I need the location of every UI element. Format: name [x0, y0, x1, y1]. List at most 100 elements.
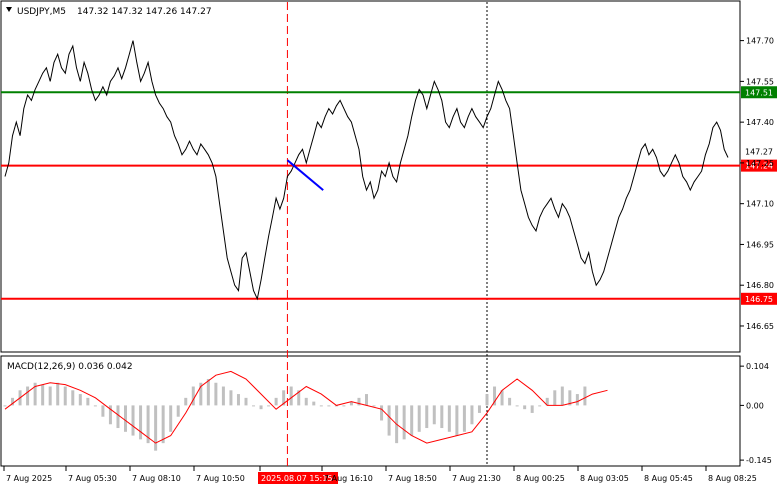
time-axis-tick-label: 7 Aug 21:30 [452, 474, 501, 483]
level-tag-text-147.24: 147.24 [745, 162, 773, 171]
price-panel-frame [0, 0, 741, 353]
macd-histogram-bar [78, 394, 82, 406]
macd-histogram-bar [380, 405, 384, 421]
macd-histogram-bar [365, 394, 368, 406]
macd-histogram-bar [93, 405, 97, 407]
macd-histogram-bar [455, 405, 459, 436]
macd-histogram-bar [108, 405, 112, 425]
macd-histogram-bar [221, 386, 225, 406]
macd-histogram-bar [71, 390, 75, 406]
time-axis-tick-label: 7 Aug 05:30 [68, 474, 117, 483]
macd-histogram-bar [432, 405, 436, 425]
macd-histogram-bar [214, 382, 218, 406]
macd-histogram-bar [515, 405, 519, 407]
macd-histogram-bar [553, 390, 557, 406]
macd-histogram-bar [508, 397, 512, 406]
macd-histogram-bar [327, 405, 331, 407]
macd-histogram-bar [139, 405, 143, 440]
macd-histogram-bar [319, 405, 323, 407]
time-axis-tick-label: 7 Aug 2025 [6, 474, 52, 483]
macd-histogram-bar [440, 405, 444, 429]
macd-histogram-bar [259, 405, 263, 410]
macd-histogram-bar [244, 397, 248, 406]
time-axis-tick-label: 7 Aug 16:10 [324, 474, 373, 483]
macd-histogram-bar [33, 382, 37, 406]
price-series-line [4, 40, 729, 301]
price-axis-tick-label: 147.10 [746, 200, 774, 209]
macd-histogram-bar [417, 405, 421, 432]
header: USDJPY,M5 147.32 147.32 147.26 147.27 [6, 7, 212, 17]
macd-histogram-bar [402, 405, 406, 440]
trend-line[interactable] [286, 159, 324, 191]
macd-histogram-bar [485, 394, 489, 406]
time-axis-tick-label: 8 Aug 08:25 [708, 474, 757, 483]
macd-histogram-bar [191, 386, 195, 406]
macd-histogram-bar [447, 405, 451, 432]
macd-histogram-bar [236, 394, 240, 406]
macd-histogram-bar [11, 397, 15, 406]
macd-histogram-bar [267, 405, 271, 407]
time-axis-tick-label: 8 Aug 00:25 [516, 474, 565, 483]
macd-histogram-bar [545, 397, 549, 406]
level-tag-147.24 [741, 159, 777, 172]
macd-histogram-bar [349, 401, 353, 406]
macd-histogram-bar [372, 405, 376, 407]
macd-panel-frame [0, 355, 741, 467]
macd-histogram-bar [493, 386, 497, 406]
time-axis-tick-label: 8 Aug 03:05 [580, 474, 629, 483]
macd-histogram-bar [154, 405, 158, 451]
macd-histogram-bar [48, 386, 52, 406]
macd-histogram-bar [176, 405, 180, 417]
macd-histogram-bar [86, 397, 90, 406]
time-axis-tick-label: 7 Aug 10:50 [196, 474, 245, 483]
macd-histogram-bar [304, 397, 308, 406]
macd-layer [3, 370, 608, 451]
macd-histogram-bar [199, 382, 203, 406]
macd-histogram-bar [387, 405, 391, 436]
level-tag-146.75 [741, 292, 777, 305]
symbol-label: USDJPY,M5 [17, 7, 66, 17]
price-layer [1, 2, 740, 466]
macd-histogram-bar [425, 405, 429, 429]
time-axis-tick-label: 7 Aug 08:10 [132, 474, 181, 483]
time-axis-tick-label: 7 Aug 18:50 [388, 474, 437, 483]
macd-histogram-bar [3, 405, 7, 407]
price-axis-tick-label: 147.55 [746, 77, 774, 86]
price-axis-tick-label: 146.95 [746, 240, 774, 249]
macd-histogram-bar [26, 386, 30, 406]
macd-label: MACD(12,26,9) 0.036 0.042 [7, 362, 133, 372]
macd-histogram-bar [184, 397, 188, 406]
level-tag-text-147.51: 147.51 [745, 88, 773, 97]
level-tag-text-146.75: 146.75 [745, 295, 773, 304]
macd-histogram-bar [131, 405, 135, 436]
macd-histogram-bar [410, 405, 414, 436]
level-tag-147.51 [741, 86, 777, 99]
session-time-tag [258, 472, 338, 484]
macd-histogram-bar [282, 390, 286, 406]
macd-histogram-bar [500, 390, 504, 406]
macd-histogram-bar [161, 405, 165, 444]
macd-histogram-bar [342, 405, 346, 407]
macd-histogram-bar [312, 401, 316, 406]
macd-histogram-bar [357, 397, 361, 406]
symbol-menu-icon[interactable] [6, 7, 12, 12]
macd-histogram-bar [523, 405, 527, 410]
macd-histogram-bar [101, 405, 105, 417]
macd-histogram-bar [63, 386, 67, 406]
macd-histogram-bar [252, 405, 256, 407]
price-axis-tick-label: 147.40 [746, 118, 774, 127]
macd-histogram-bar [477, 405, 481, 413]
price-axis-tick-label: 146.80 [746, 281, 774, 290]
macd-histogram-bar [530, 405, 534, 413]
macd-histogram-bar [583, 386, 587, 406]
macd-histogram-bar [462, 405, 466, 432]
macd-histogram-bar [229, 390, 233, 406]
macd-histogram-bar [169, 405, 173, 432]
macd-axis-tick-label: -0.145 [746, 456, 772, 465]
macd-histogram-bar [297, 390, 301, 406]
time-axis-tick-label: 8 Aug 05:45 [644, 474, 693, 483]
macd-histogram-bar [289, 386, 293, 406]
price-axis-tick-label: 147.25 [746, 159, 774, 168]
